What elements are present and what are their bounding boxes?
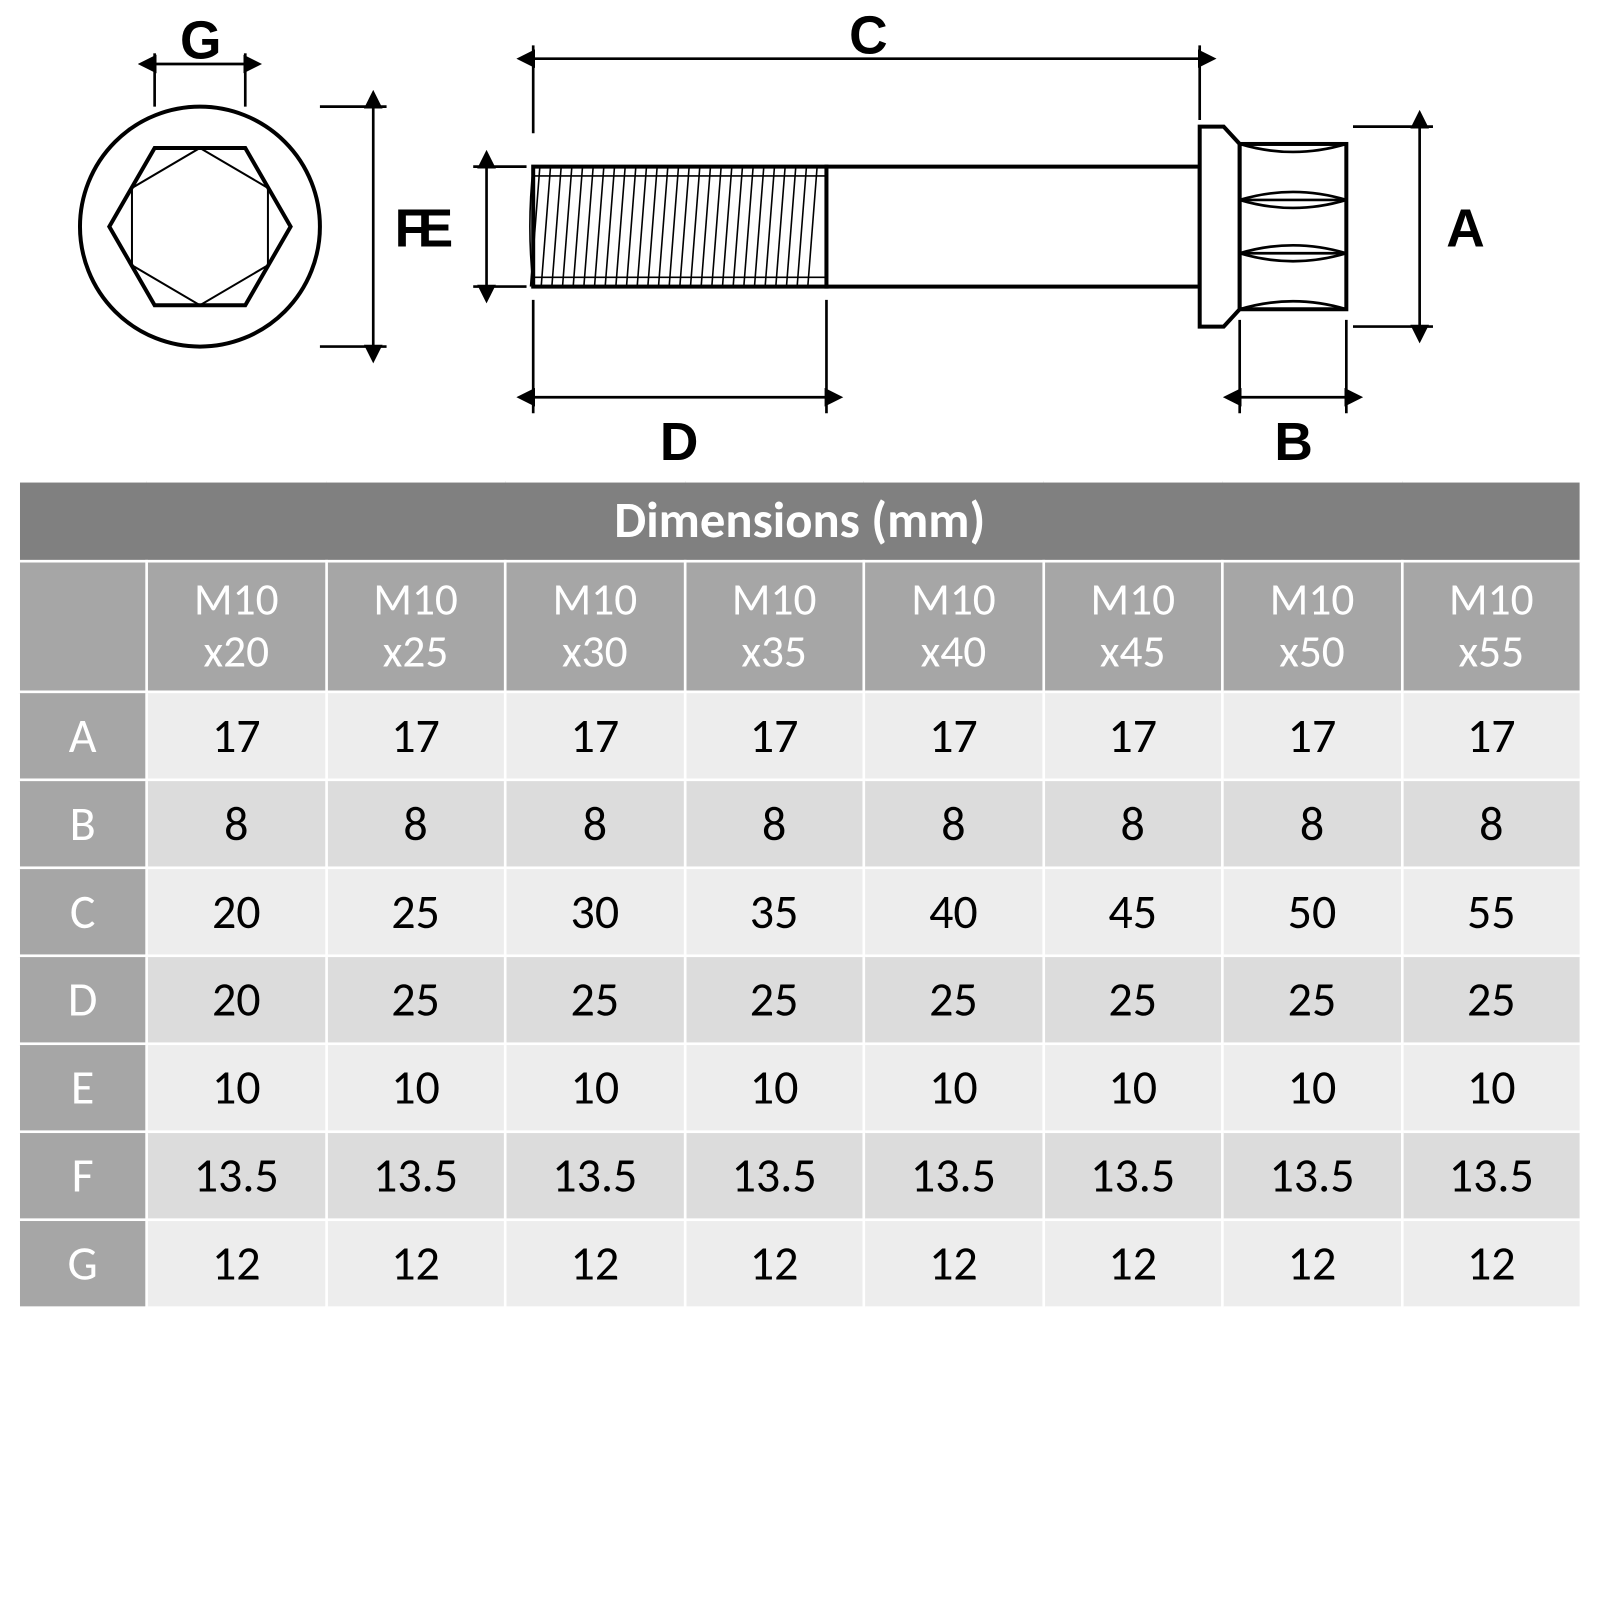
table-row: D2025252525252525	[19, 956, 1581, 1044]
dim-label-D: D	[660, 413, 699, 472]
table-row: F13.513.513.513.513.513.513.513.5	[19, 1132, 1581, 1220]
table-cell: 10	[505, 1044, 684, 1132]
col-head: M10x20	[147, 561, 326, 692]
table-cell: 17	[1043, 692, 1222, 780]
table-cell: 13.5	[1043, 1132, 1222, 1220]
table-cell: 12	[864, 1220, 1043, 1308]
table-cell: 10	[326, 1044, 505, 1132]
table-cell: 25	[1222, 956, 1401, 1044]
table-cell: 45	[1043, 868, 1222, 956]
table-cell: 12	[326, 1220, 505, 1308]
table-cell: 8	[1222, 780, 1401, 868]
table-cell: 25	[326, 956, 505, 1044]
col-head: M10x50	[1222, 561, 1401, 692]
bolt-diagram: G F	[0, 0, 1600, 480]
table-cell: 8	[684, 780, 863, 868]
table-cell: 25	[1043, 956, 1222, 1044]
row-label: D	[19, 956, 147, 1044]
table-row: E1010101010101010	[19, 1044, 1581, 1132]
table-cell: 13.5	[1222, 1132, 1401, 1220]
table-cell: 35	[684, 868, 863, 956]
dimensions-table: Dimensions (mm) M10x20M10x25M10x30M10x35…	[17, 480, 1582, 1309]
table-cell: 25	[864, 956, 1043, 1044]
table-cell: 8	[864, 780, 1043, 868]
table-cell: 8	[1402, 780, 1581, 868]
table-cell: 17	[684, 692, 863, 780]
table-cell: 17	[1222, 692, 1401, 780]
row-label: F	[19, 1132, 147, 1220]
col-head: M10x55	[1402, 561, 1581, 692]
table-cell: 13.5	[147, 1132, 326, 1220]
table-cell: 10	[1222, 1044, 1401, 1132]
dim-label-G: G	[180, 12, 221, 71]
table-cell: 25	[684, 956, 863, 1044]
table-cell: 12	[1222, 1220, 1401, 1308]
table-cell: 25	[1402, 956, 1581, 1044]
table-cell: 30	[505, 868, 684, 956]
table-cell: 12	[505, 1220, 684, 1308]
table-cell: 20	[147, 956, 326, 1044]
dim-label-C: C	[849, 6, 888, 65]
row-label: A	[19, 692, 147, 780]
table-cell: 50	[1222, 868, 1401, 956]
table-cell: 8	[147, 780, 326, 868]
col-head: M10x40	[864, 561, 1043, 692]
table-cell: 12	[147, 1220, 326, 1308]
row-label: B	[19, 780, 147, 868]
row-label: G	[19, 1220, 147, 1308]
table-corner	[19, 561, 147, 692]
table-cell: 17	[326, 692, 505, 780]
row-label: E	[19, 1044, 147, 1132]
table-cell: 17	[147, 692, 326, 780]
table-row: C2025303540455055	[19, 868, 1581, 956]
table-cell: 13.5	[1402, 1132, 1581, 1220]
table-cell: 13.5	[505, 1132, 684, 1220]
table-cell: 55	[1402, 868, 1581, 956]
table-cell: 10	[864, 1044, 1043, 1132]
col-head: M10x45	[1043, 561, 1222, 692]
table-cell: 10	[1043, 1044, 1222, 1132]
table-cell: 25	[505, 956, 684, 1044]
table-cell: 17	[505, 692, 684, 780]
table-cell: 25	[326, 868, 505, 956]
table-cell: 12	[1402, 1220, 1581, 1308]
col-head: M10x25	[326, 561, 505, 692]
table-row: G1212121212121212	[19, 1220, 1581, 1308]
table-cell: 10	[147, 1044, 326, 1132]
table-cell: 10	[1402, 1044, 1581, 1132]
table-cell: 20	[147, 868, 326, 956]
table-row: A1717171717171717	[19, 692, 1581, 780]
table-cell: 17	[864, 692, 1043, 780]
dim-label-E: E	[418, 200, 454, 259]
table-row: B88888888	[19, 780, 1581, 868]
table-title: Dimensions (mm)	[19, 481, 1581, 561]
table-cell: 13.5	[326, 1132, 505, 1220]
table-cell: 12	[684, 1220, 863, 1308]
table-cell: 8	[1043, 780, 1222, 868]
col-head: M10x30	[505, 561, 684, 692]
dim-label-B: B	[1274, 413, 1313, 472]
row-label: C	[19, 868, 147, 956]
table-cell: 17	[1402, 692, 1581, 780]
table-cell: 13.5	[864, 1132, 1043, 1220]
table-cell: 40	[864, 868, 1043, 956]
dim-label-A: A	[1446, 200, 1485, 259]
table-cell: 13.5	[684, 1132, 863, 1220]
col-head: M10x35	[684, 561, 863, 692]
table-cell: 12	[1043, 1220, 1222, 1308]
table-cell: 10	[684, 1044, 863, 1132]
table-cell: 8	[505, 780, 684, 868]
table-cell: 8	[326, 780, 505, 868]
